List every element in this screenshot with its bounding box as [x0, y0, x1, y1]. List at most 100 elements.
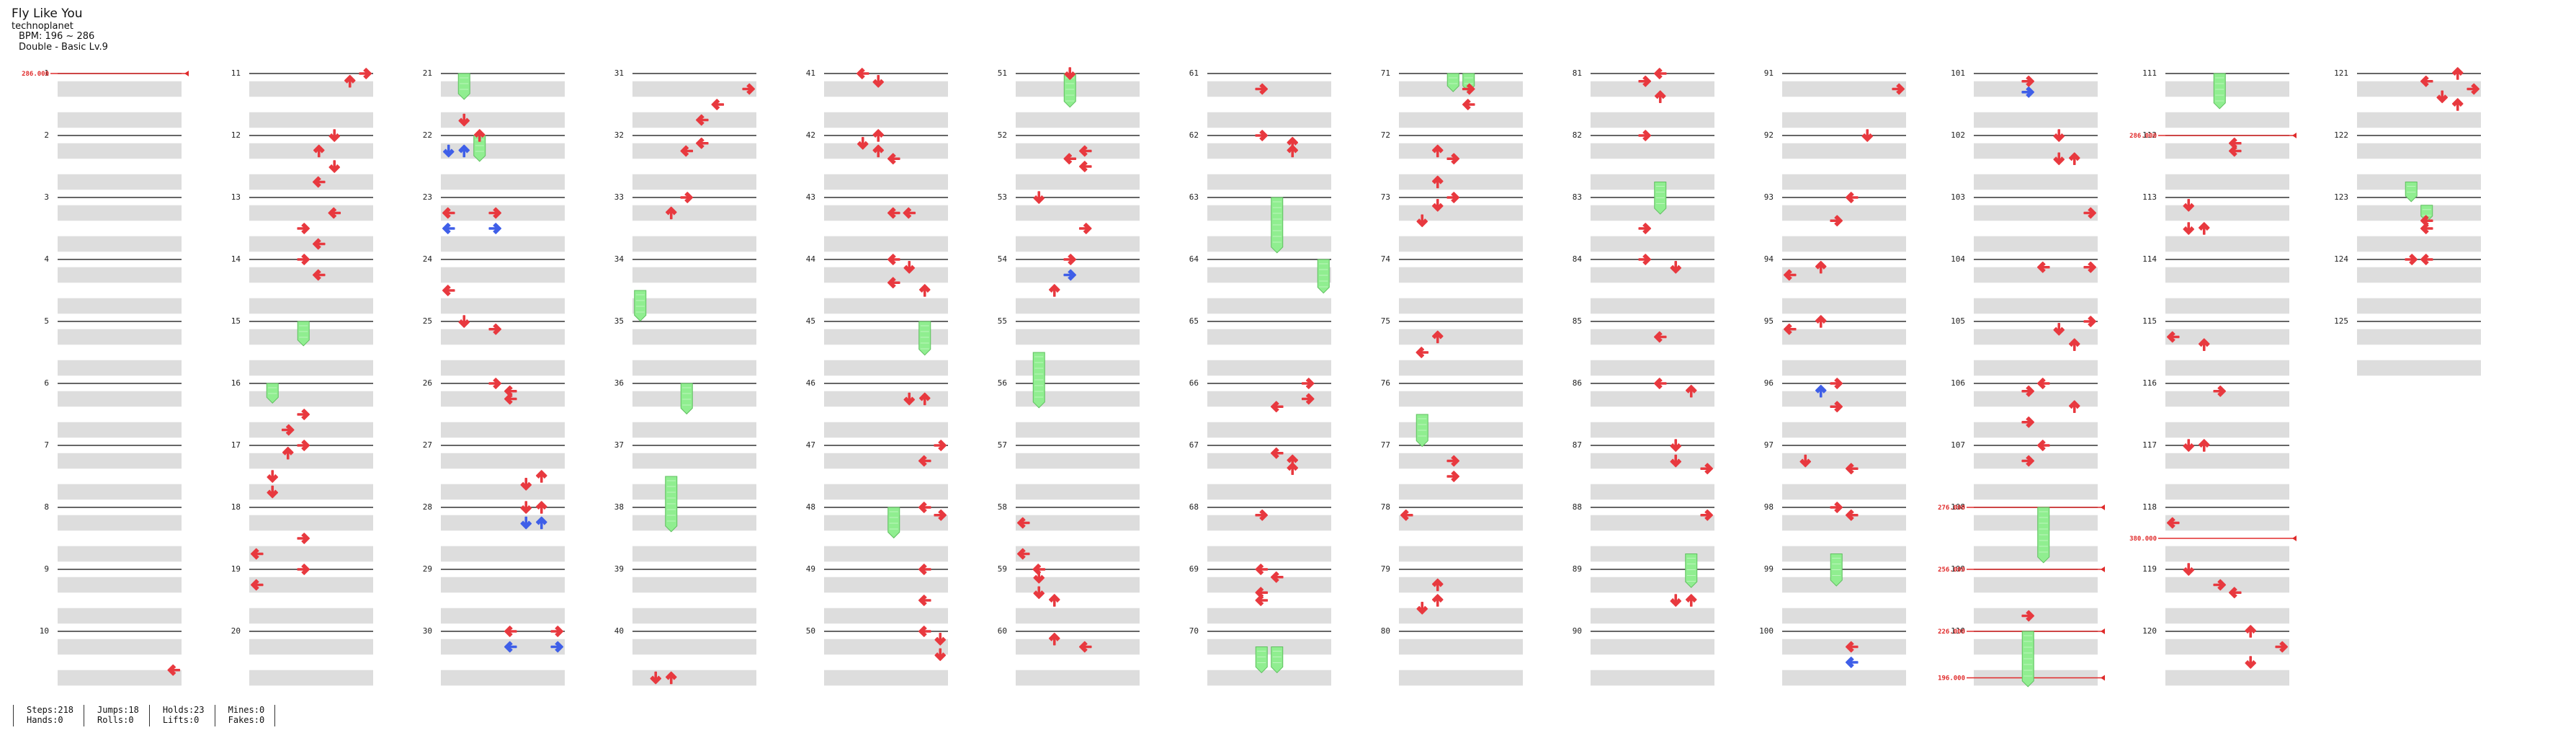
beat-stripe — [58, 670, 182, 686]
arrow-up-icon — [1815, 315, 1827, 328]
arrow-shape — [1048, 284, 1060, 297]
arrow-left-icon — [1078, 641, 1092, 653]
arrow-shape — [665, 671, 677, 685]
beat-stripe — [1591, 515, 1714, 531]
arrow-shape — [918, 455, 931, 467]
beat-stripe — [632, 81, 756, 97]
arrow-right-icon — [1700, 463, 1714, 475]
arrow-shape — [2183, 198, 2195, 212]
beat-stripe — [441, 515, 565, 531]
beat-stripe — [2165, 236, 2289, 252]
arrow-shape — [1078, 223, 1092, 234]
arrow-right-icon — [1301, 378, 1315, 389]
arrow-shape — [1783, 269, 1797, 281]
beat-stripe — [1974, 608, 2098, 624]
arrow-shape — [1063, 254, 1077, 265]
arrow-shape — [1446, 455, 1460, 467]
arrow-shape — [1416, 214, 1428, 228]
beat-stripe — [2357, 360, 2481, 376]
arrow-shape — [903, 392, 916, 406]
arrow-shape — [504, 626, 517, 637]
arrow-shape — [442, 207, 455, 219]
arrow-shape — [934, 509, 947, 521]
beat-stripe — [249, 546, 373, 562]
arrow-right-icon — [550, 626, 564, 637]
arrow-shape — [504, 393, 517, 405]
measure-number: 44 — [806, 254, 816, 264]
beat-stripe — [1016, 453, 1140, 469]
arrow-right-icon — [934, 440, 947, 451]
arrow-right-icon — [1638, 75, 1652, 87]
arrow-shape — [665, 206, 677, 220]
beat-stripe — [632, 546, 756, 562]
arrow-shape — [267, 485, 279, 499]
hold-note — [1255, 646, 1268, 674]
arrow-shape — [442, 144, 455, 158]
arrow-shape — [2053, 152, 2065, 166]
measure-number: 54 — [998, 254, 1008, 264]
measure-number: 100 — [1759, 626, 1774, 636]
beat-stripe — [1782, 298, 1906, 314]
arrow-shape — [550, 626, 564, 637]
arrow-down-icon — [903, 260, 916, 274]
arrow-up-icon — [535, 501, 547, 514]
arrow-left-icon — [442, 207, 455, 219]
song-header: Fly Like You technoplanet BPM: 196 ~ 286… — [12, 6, 108, 53]
measure-number: 61 — [1189, 68, 1199, 78]
arrow-down-icon — [2183, 222, 2195, 235]
measure-number: 98 — [1764, 502, 1774, 512]
arrow-shape — [2183, 563, 2195, 576]
arrow-shape — [1063, 269, 1077, 281]
arrow-shape — [2166, 517, 2180, 529]
arrow-shape — [2213, 579, 2227, 591]
beat-stripe — [249, 205, 373, 221]
measure-number: 62 — [1189, 130, 1199, 140]
beat-stripe — [249, 143, 373, 159]
arrow-left-icon — [1462, 99, 1475, 110]
beat-stripe — [632, 670, 756, 686]
arrow-shape — [872, 129, 885, 142]
beat-stripe — [1207, 608, 1331, 624]
arrow-down-icon — [2245, 656, 2257, 669]
arrow-down-icon — [1670, 260, 1682, 274]
measure-number: 39 — [614, 564, 624, 574]
measure-number: 35 — [614, 316, 624, 326]
arrow-up-icon — [2198, 338, 2210, 352]
beat-stripe — [1591, 81, 1714, 97]
arrow-up-icon — [1048, 284, 1060, 297]
hold-note — [297, 321, 310, 347]
beat-stripe — [249, 515, 373, 531]
beat-stripe — [441, 298, 565, 314]
beat-stripe — [1782, 205, 1906, 221]
measure-number: 11 — [231, 68, 241, 78]
beat-stripe — [1016, 174, 1140, 190]
measure-number: 97 — [1764, 440, 1774, 450]
arrow-left-icon — [167, 664, 181, 676]
arrow-shape — [1016, 548, 1030, 560]
arrow-shape — [918, 564, 931, 575]
measure-number: 86 — [1573, 378, 1582, 388]
arrow-shape — [1287, 144, 1299, 158]
beat-stripe — [441, 267, 565, 283]
measure-number: 21 — [423, 68, 432, 78]
beat-stripe — [632, 112, 756, 128]
arrow-right-icon — [1830, 215, 1843, 227]
beat-stripe — [1399, 391, 1523, 407]
stat-group-holds: Holds:23 Lifts:0 — [148, 705, 215, 726]
beat-stripe — [441, 422, 565, 438]
arrow-up-icon — [1431, 594, 1444, 607]
arrow-left-icon — [1653, 331, 1667, 343]
arrow-shape — [1845, 192, 1859, 203]
arrow-down-icon — [2183, 198, 2195, 212]
beat-stripe — [441, 236, 565, 252]
beat-stripe — [1974, 360, 2098, 376]
arrow-shape — [1638, 254, 1652, 265]
arrow-shape — [2275, 641, 2289, 653]
beat-stripe — [1782, 484, 1906, 500]
beat-stripe — [1207, 112, 1331, 128]
measure-number: 93 — [1764, 192, 1774, 202]
beat-stripe — [632, 577, 756, 593]
arrow-shape — [1815, 315, 1827, 328]
arrow-shape — [1654, 90, 1666, 104]
arrow-right-icon — [2467, 83, 2480, 95]
